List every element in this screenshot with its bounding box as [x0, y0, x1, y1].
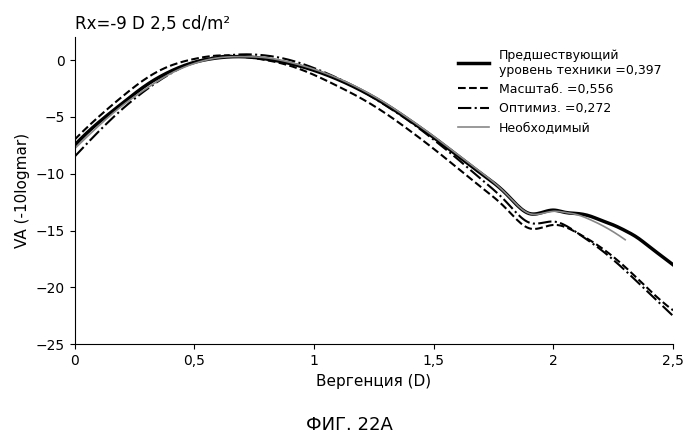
X-axis label: Вергенция (D): Вергенция (D) — [316, 374, 431, 388]
Legend: Предшествующий
уровень техники =0,397, Масштаб. =0,556, Оптимиз. =0,272, Необход: Предшествующий уровень техники =0,397, М… — [453, 43, 667, 139]
Y-axis label: VA (-10logmar): VA (-10logmar) — [15, 133, 30, 248]
Text: ФИГ. 22A: ФИГ. 22A — [306, 416, 393, 434]
Text: Rx=-9 D 2,5 cd/m²: Rx=-9 D 2,5 cd/m² — [75, 15, 230, 33]
